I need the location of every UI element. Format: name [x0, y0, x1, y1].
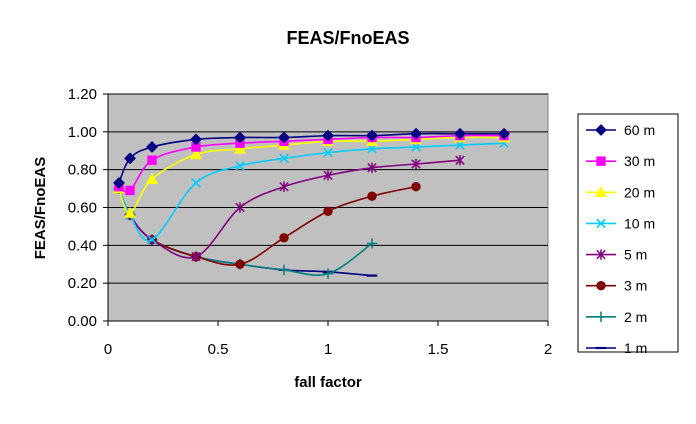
point-5m-6: [323, 170, 333, 181]
legend-box: [577, 113, 679, 353]
point-20m-1: [123, 206, 137, 218]
x-tick-label-2: 1: [324, 341, 332, 358]
point-5m-9: [455, 155, 465, 166]
y-tick-label-6: 1.20: [68, 86, 97, 103]
legend-marker-10m: [596, 218, 606, 229]
legend-label-20m: 20 m: [624, 184, 655, 200]
legend-label-2m: 2 m: [624, 309, 647, 325]
point-30m-2: [147, 155, 157, 165]
point-3m-7: [367, 191, 377, 201]
point-60m-9: [454, 127, 466, 140]
y-tick-label-3: 0.60: [68, 200, 97, 217]
y-tick-label-2: 0.40: [68, 237, 97, 254]
legend-label-3m: 3 m: [624, 278, 647, 294]
x-tick-label-1: 0.5: [208, 341, 229, 358]
legend-label-60m: 60 m: [624, 122, 655, 138]
x-tick-label-0: 0: [104, 341, 112, 358]
point-30m-1: [125, 185, 135, 196]
point-5m-8: [411, 158, 421, 170]
y-tick-label-5: 1.00: [68, 124, 97, 141]
point-60m-5: [278, 131, 290, 144]
legend-label-1m: 1 m: [624, 340, 647, 356]
point-60m-4: [234, 131, 246, 144]
legend-marker-60m: [595, 124, 607, 136]
point-60m-1: [124, 152, 136, 165]
point-10m-4: [235, 161, 245, 171]
legend-label-10m: 10 m: [624, 215, 655, 231]
x-tick-label-4: 2: [544, 341, 552, 358]
point-20m-2: [145, 172, 159, 184]
point-60m-2: [146, 141, 158, 153]
legend-label-5m: 5 m: [624, 247, 647, 263]
point-5m-4: [235, 202, 245, 213]
legend-marker-2m: [595, 311, 607, 323]
point-2m-7: [366, 238, 378, 249]
series-line-5m: [118, 159, 461, 259]
point-60m-0: [113, 177, 125, 189]
point-3m-4: [235, 259, 245, 269]
point-60m-3: [190, 133, 202, 146]
point-5m-7: [367, 162, 377, 173]
point-20m-3: [189, 148, 203, 160]
y-tick-label-1: 0.20: [68, 275, 97, 292]
point-3m-8: [411, 181, 421, 192]
point-10m-9: [455, 140, 465, 150]
point-5m-3: [191, 251, 201, 262]
y-tick-label-4: 0.80: [68, 162, 97, 179]
x-axis-label: fall factor: [294, 374, 362, 391]
point-3m-5: [279, 233, 289, 243]
point-60m-8: [410, 127, 422, 140]
chart-title: FEAS/FnoEAS: [286, 28, 409, 48]
point-3m-6: [323, 206, 333, 216]
y-axis-label: FEAS/FnoEAS: [32, 157, 49, 260]
point-10m-6: [323, 147, 333, 158]
y-tick-label-0: 0.00: [68, 313, 97, 330]
point-10m-3: [191, 178, 201, 188]
legend-marker-3m: [596, 281, 606, 291]
plot-area: 0.00 0.20 0.40 0.60 0.80 1.00 1.20 0 0.5 1 1.5 2: [68, 86, 552, 358]
point-2m-6: [322, 268, 334, 279]
legend-marker-30m: [596, 156, 606, 166]
point-10m-7: [367, 144, 377, 154]
point-60m-10: [498, 127, 510, 140]
point-2m-5: [278, 264, 290, 276]
point-20m-4: [233, 142, 247, 154]
point-60m-7: [366, 129, 378, 142]
legend-marker-20m: [594, 186, 608, 197]
point-60m-6: [322, 129, 334, 142]
point-10m-2: [147, 234, 157, 245]
legend: 60 m 30 m 20 m 10 m 5 m 3 m 2 m 1 m: [577, 113, 679, 356]
point-10m-8: [411, 142, 421, 152]
point-5m-5: [279, 181, 289, 192]
x-tick-label-3: 1.5: [428, 341, 449, 358]
legend-label-30m: 30 m: [624, 153, 655, 169]
point-10m-5: [279, 153, 289, 164]
legend-marker-5m: [596, 249, 606, 260]
